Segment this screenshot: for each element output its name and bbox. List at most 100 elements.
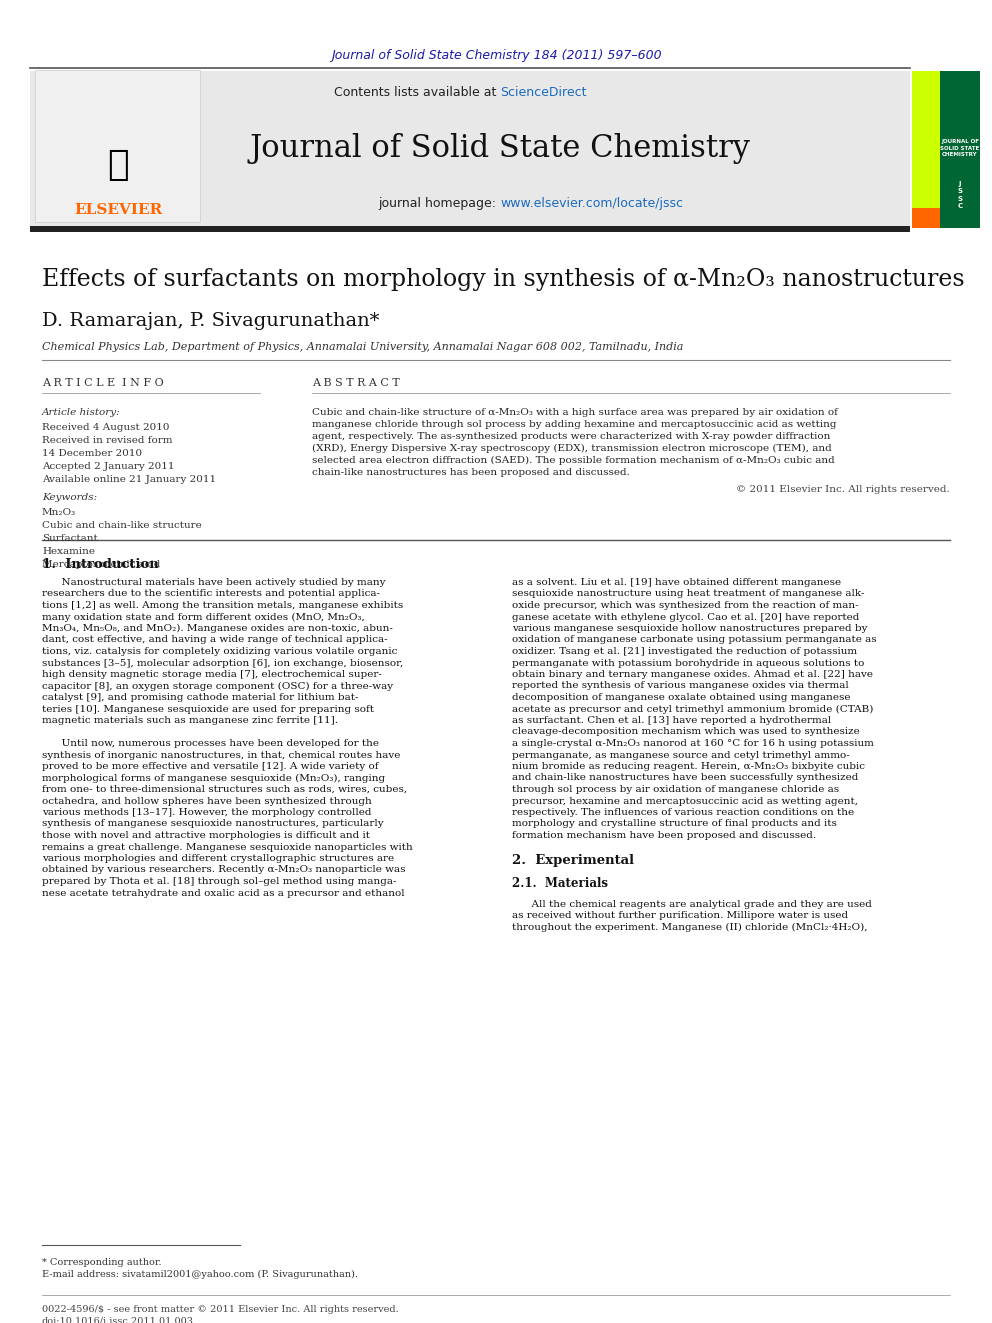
Bar	[35, 70, 200, 222]
Text: synthesis of inorganic nanostructures, in that, chemical routes have: synthesis of inorganic nanostructures, i…	[42, 750, 401, 759]
Text: respectively. The influences of various reaction conditions on the: respectively. The influences of various …	[512, 808, 854, 818]
Text: as a solvent. Liu et al. [19] have obtained different manganese: as a solvent. Liu et al. [19] have obtai…	[512, 578, 841, 587]
Text: proved to be more effective and versatile [12]. A wide variety of: proved to be more effective and versatil…	[42, 762, 379, 771]
Text: various methods [13–17]. However, the morphology controlled: various methods [13–17]. However, the mo…	[42, 808, 371, 818]
Text: Article history:: Article history:	[42, 407, 121, 417]
Text: Mn₃O₄, Mn₅O₈, and MnO₂). Manganese oxides are non-toxic, abun-: Mn₃O₄, Mn₅O₈, and MnO₂). Manganese oxide…	[42, 624, 393, 634]
Text: nese acetate tetrahydrate and oxalic acid as a precursor and ethanol: nese acetate tetrahydrate and oxalic aci…	[42, 889, 405, 897]
Text: high density magnetic storage media [7], electrochemical super-: high density magnetic storage media [7],…	[42, 669, 382, 679]
Text: capacitor [8], an oxygen storage component (OSC) for a three-way: capacitor [8], an oxygen storage compone…	[42, 681, 393, 691]
Text: prepared by Thota et al. [18] through sol–gel method using manga-: prepared by Thota et al. [18] through so…	[42, 877, 397, 886]
Text: chain-like nanostructures has been proposed and discussed.: chain-like nanostructures has been propo…	[312, 468, 630, 478]
Text: those with novel and attractive morphologies is difficult and it: those with novel and attractive morpholo…	[42, 831, 370, 840]
Text: Surfactant: Surfactant	[42, 534, 98, 542]
Text: Contents lists available at: Contents lists available at	[333, 86, 500, 98]
Text: octahedra, and hollow spheres have been synthesized through: octahedra, and hollow spheres have been …	[42, 796, 372, 806]
Text: Journal of Solid State Chemistry 184 (2011) 597–600: Journal of Solid State Chemistry 184 (20…	[330, 49, 662, 61]
Text: permanganate, as manganese source and cetyl trimethyl ammo-: permanganate, as manganese source and ce…	[512, 750, 850, 759]
Text: 🌳: 🌳	[107, 148, 129, 183]
Text: doi:10.1016/j.jssc.2011.01.003: doi:10.1016/j.jssc.2011.01.003	[42, 1316, 194, 1323]
Text: 2.1.  Materials: 2.1. Materials	[512, 877, 608, 890]
Text: J
S
S
C: J S S C	[957, 181, 962, 209]
Text: ganese acetate with ethylene glycol. Cao et al. [20] have reported: ganese acetate with ethylene glycol. Cao…	[512, 613, 859, 622]
Text: All the chemical reagents are analytical grade and they are used: All the chemical reagents are analytical…	[512, 900, 872, 909]
Text: JOURNAL OF
SOLID STATE
CHEMISTRY: JOURNAL OF SOLID STATE CHEMISTRY	[940, 139, 980, 157]
Text: oxide precursor, which was synthesized from the reaction of man-: oxide precursor, which was synthesized f…	[512, 601, 859, 610]
Text: Received 4 August 2010: Received 4 August 2010	[42, 423, 170, 433]
Text: Chemical Physics Lab, Department of Physics, Annamalai University, Annamalai Nag: Chemical Physics Lab, Department of Phys…	[42, 343, 683, 352]
Text: (XRD), Energy Dispersive X-ray spectroscopy (EDX), transmission electron microsc: (XRD), Energy Dispersive X-ray spectrosc…	[312, 445, 831, 452]
Text: cleavage-decomposition mechanism which was used to synthesize: cleavage-decomposition mechanism which w…	[512, 728, 860, 737]
Text: decomposition of manganese oxalate obtained using manganese: decomposition of manganese oxalate obtai…	[512, 693, 850, 703]
Text: Mercaptosuccinic acid: Mercaptosuccinic acid	[42, 560, 161, 569]
Text: synthesis of manganese sesquioxide nanostructures, particularly: synthesis of manganese sesquioxide nanos…	[42, 819, 384, 828]
Text: formation mechanism have been proposed and discussed.: formation mechanism have been proposed a…	[512, 831, 816, 840]
Bar	[940, 71, 980, 228]
Text: ScienceDirect: ScienceDirect	[500, 86, 586, 98]
Text: dant, cost effective, and having a wide range of technical applica-: dant, cost effective, and having a wide …	[42, 635, 388, 644]
Text: substances [3–5], molecular adsorption [6], ion exchange, biosensor,: substances [3–5], molecular adsorption […	[42, 659, 404, 668]
Text: tions [1,2] as well. Among the transition metals, manganese exhibits: tions [1,2] as well. Among the transitio…	[42, 601, 404, 610]
Text: as surfactant. Chen et al. [13] have reported a hydrothermal: as surfactant. Chen et al. [13] have rep…	[512, 716, 831, 725]
Text: A R T I C L E  I N F O: A R T I C L E I N F O	[42, 378, 164, 388]
Text: Available online 21 January 2011: Available online 21 January 2011	[42, 475, 216, 484]
Text: Until now, numerous processes have been developed for the: Until now, numerous processes have been …	[42, 740, 379, 747]
Text: © 2011 Elsevier Inc. All rights reserved.: © 2011 Elsevier Inc. All rights reserved…	[736, 486, 950, 493]
Bar	[30, 71, 910, 228]
Text: acetate as precursor and cetyl trimethyl ammonium bromide (CTAB): acetate as precursor and cetyl trimethyl…	[512, 705, 873, 713]
Bar	[912, 71, 980, 228]
Text: Cubic and chain-like structure: Cubic and chain-like structure	[42, 521, 201, 531]
Text: oxidation of manganese carbonate using potassium permanganate as: oxidation of manganese carbonate using p…	[512, 635, 877, 644]
Text: Cubic and chain-like structure of α-Mn₂O₃ with a high surface area was prepared : Cubic and chain-like structure of α-Mn₂O…	[312, 407, 838, 417]
Text: ELSEVIER: ELSEVIER	[73, 202, 162, 217]
Text: remains a great challenge. Manganese sesquioxide nanoparticles with: remains a great challenge. Manganese ses…	[42, 843, 413, 852]
Text: as received without further purification. Millipore water is used: as received without further purification…	[512, 912, 848, 921]
Text: through sol process by air oxidation of manganese chloride as: through sol process by air oxidation of …	[512, 785, 839, 794]
Text: morphology and crystalline structure of final products and its: morphology and crystalline structure of …	[512, 819, 837, 828]
Bar	[30, 226, 910, 232]
Text: Keywords:: Keywords:	[42, 493, 97, 501]
Text: Hexamine: Hexamine	[42, 546, 95, 556]
Text: researchers due to the scientific interests and potential applica-: researchers due to the scientific intere…	[42, 590, 380, 598]
Text: selected area electron diffraction (SAED). The possible formation mechanism of α: selected area electron diffraction (SAED…	[312, 456, 834, 466]
Text: from one- to three-dimensional structures such as rods, wires, cubes,: from one- to three-dimensional structure…	[42, 785, 407, 794]
Text: tions, viz. catalysis for completely oxidizing various volatile organic: tions, viz. catalysis for completely oxi…	[42, 647, 398, 656]
Bar	[912, 208, 980, 228]
Text: 0022-4596/$ - see front matter © 2011 Elsevier Inc. All rights reserved.: 0022-4596/$ - see front matter © 2011 El…	[42, 1304, 399, 1314]
Text: Accepted 2 January 2011: Accepted 2 January 2011	[42, 462, 175, 471]
Text: 2.  Experimental: 2. Experimental	[512, 855, 634, 867]
Text: oxidizer. Tsang et al. [21] investigated the reduction of potassium: oxidizer. Tsang et al. [21] investigated…	[512, 647, 857, 656]
Text: sesquioxide nanostructure using heat treatment of manganese alk-: sesquioxide nanostructure using heat tre…	[512, 590, 864, 598]
Text: teries [10]. Manganese sesquioxide are used for preparing soft: teries [10]. Manganese sesquioxide are u…	[42, 705, 374, 713]
Text: nium bromide as reducing reagent. Herein, α-Mn₂O₃ bixbyite cubic: nium bromide as reducing reagent. Herein…	[512, 762, 865, 771]
Text: catalyst [9], and promising cathode material for lithium bat-: catalyst [9], and promising cathode mate…	[42, 693, 358, 703]
Text: E-mail address: sivatamil2001@yahoo.com (P. Sivagurunathan).: E-mail address: sivatamil2001@yahoo.com …	[42, 1270, 358, 1279]
Text: manganese chloride through sol process by adding hexamine and mercaptosuccinic a: manganese chloride through sol process b…	[312, 419, 836, 429]
Text: Mn₂O₃: Mn₂O₃	[42, 508, 76, 517]
Text: obtain binary and ternary manganese oxides. Ahmad et al. [22] have: obtain binary and ternary manganese oxid…	[512, 669, 873, 679]
Text: journal homepage:: journal homepage:	[378, 197, 500, 209]
Text: Received in revised form: Received in revised form	[42, 437, 173, 445]
Text: * Corresponding author.: * Corresponding author.	[42, 1258, 162, 1267]
Text: various manganese sesquioxide hollow nanostructures prepared by: various manganese sesquioxide hollow nan…	[512, 624, 867, 632]
Text: www.elsevier.com/locate/jssc: www.elsevier.com/locate/jssc	[500, 197, 683, 209]
Text: 1.  Introduction: 1. Introduction	[42, 558, 159, 572]
Text: magnetic materials such as manganese zinc ferrite [11].: magnetic materials such as manganese zin…	[42, 716, 338, 725]
Text: throughout the experiment. Manganese (II) chloride (MnCl₂·4H₂O),: throughout the experiment. Manganese (II…	[512, 923, 867, 933]
Text: Effects of surfactants on morphology in synthesis of α-Mn₂O₃ nanostructures: Effects of surfactants on morphology in …	[42, 269, 964, 291]
Text: Nanostructural materials have been actively studied by many: Nanostructural materials have been activ…	[42, 578, 386, 587]
Text: many oxidation state and form different oxides (MnO, Mn₂O₃,: many oxidation state and form different …	[42, 613, 365, 622]
Text: Journal of Solid State Chemistry: Journal of Solid State Chemistry	[250, 132, 751, 164]
Text: and chain-like nanostructures have been successfully synthesized: and chain-like nanostructures have been …	[512, 774, 858, 782]
Text: permanganate with potassium borohydride in aqueous solutions to: permanganate with potassium borohydride …	[512, 659, 864, 668]
Text: a single-crystal α-Mn₂O₃ nanorod at 160 °C for 16 h using potassium: a single-crystal α-Mn₂O₃ nanorod at 160 …	[512, 740, 874, 747]
Text: D. Ramarajan, P. Sivagurunathan*: D. Ramarajan, P. Sivagurunathan*	[42, 312, 379, 329]
Text: A B S T R A C T: A B S T R A C T	[312, 378, 400, 388]
Text: agent, respectively. The as-synthesized products were characterized with X-ray p: agent, respectively. The as-synthesized …	[312, 433, 830, 441]
Text: reported the synthesis of various manganese oxides via thermal: reported the synthesis of various mangan…	[512, 681, 849, 691]
Text: various morphologies and different crystallographic structures are: various morphologies and different cryst…	[42, 855, 394, 863]
Text: obtained by various researchers. Recently α-Mn₂O₃ nanoparticle was: obtained by various researchers. Recentl…	[42, 865, 406, 875]
Text: morphological forms of manganese sesquioxide (Mn₂O₃), ranging: morphological forms of manganese sesquio…	[42, 774, 385, 783]
Text: precursor, hexamine and mercaptosuccinic acid as wetting agent,: precursor, hexamine and mercaptosuccinic…	[512, 796, 858, 806]
Text: 14 December 2010: 14 December 2010	[42, 448, 142, 458]
